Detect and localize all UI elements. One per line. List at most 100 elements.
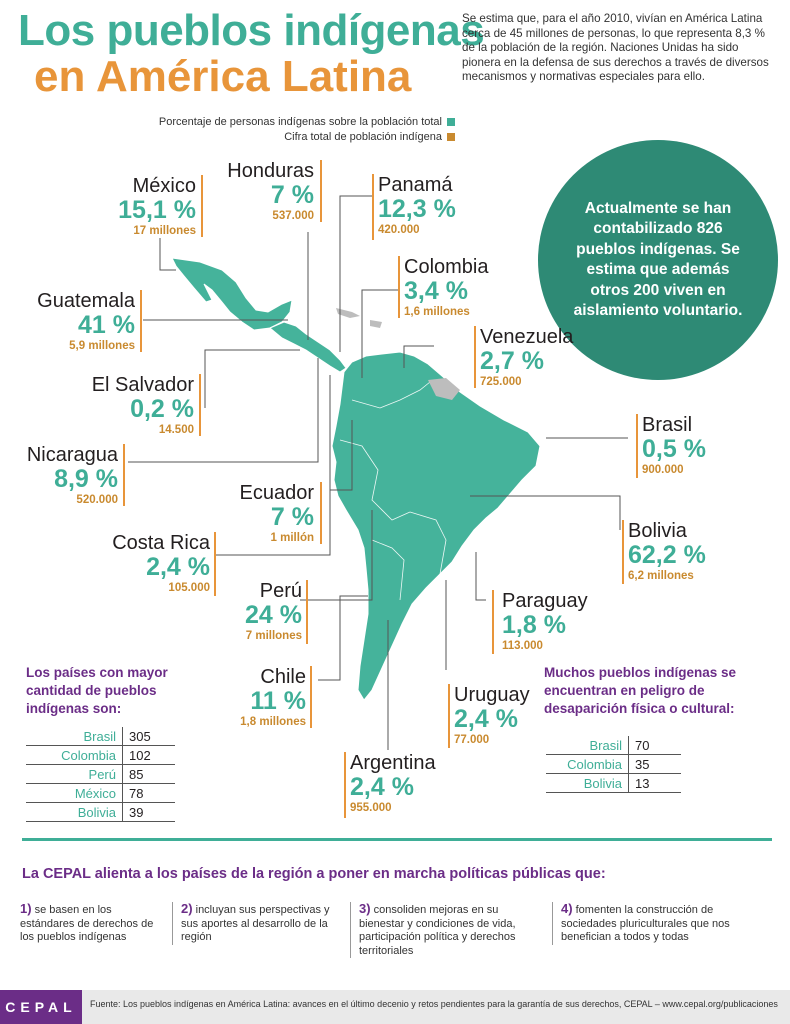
country-population: 1,8 millones	[240, 716, 306, 728]
policy-number: 2)	[181, 901, 193, 916]
table-cell-country: Colombia	[26, 745, 123, 765]
country-percent: 7 %	[270, 181, 314, 209]
legend-total-swatch	[447, 133, 455, 141]
country-brasil: Brasil 0,5 % 900.000	[642, 414, 706, 477]
country-percent: 2,7 %	[480, 347, 544, 375]
cepal-logo: CEPAL	[0, 990, 82, 1024]
country-name: Bolivia	[628, 520, 687, 542]
danger-table: Brasil 70 Colombia 35 Bolivia 13	[546, 736, 681, 793]
policy-item-1: 1) se basen en los estándares de derecho…	[20, 902, 162, 945]
country-population: 17 millones	[133, 225, 196, 237]
country-name: El Salvador	[91, 374, 194, 396]
map-mexico	[171, 257, 293, 331]
country-nicaragua: Nicaragua 8,9 % 520.000	[27, 444, 118, 507]
country-percent: 1,8 %	[502, 611, 566, 639]
country-panama: Panamá 12,3 % 420.000	[378, 174, 456, 237]
table-cell-value: 35	[628, 754, 681, 774]
country-percent: 2,4 %	[454, 705, 518, 733]
country-population: 520.000	[76, 494, 118, 506]
danger-title: Muchos pueblos indígenas se encuentran e…	[544, 665, 737, 716]
country-bolivia: Bolivia 62,2 % 6,2 millones	[628, 520, 706, 583]
legend-total: Cifra total de población indígena	[284, 131, 442, 143]
country-name: Panamá	[378, 174, 453, 196]
country-name: Perú	[259, 580, 302, 602]
country-uruguay: Uruguay 2,4 % 77.000	[454, 684, 530, 747]
accent-bar	[214, 532, 216, 596]
source-text: Fuente: Los pueblos indígenas en América…	[90, 999, 778, 1009]
country-population: 420.000	[378, 224, 420, 236]
country-population: 537.000	[272, 210, 314, 222]
country-name: Colombia	[404, 256, 489, 278]
policy-item-2: 2) incluyan sus perspectivas y sus aport…	[172, 902, 341, 945]
country-population: 77.000	[454, 734, 490, 746]
accent-bar	[140, 290, 142, 352]
table-cell-value: 85	[122, 764, 175, 784]
policy-item-4: 4) fomenten la construcción de sociedade…	[552, 902, 751, 945]
table-row: México 78	[26, 783, 175, 803]
table-cell-country: Brasil	[546, 736, 629, 755]
accent-bar	[636, 414, 638, 478]
table-row: Brasil 70	[546, 736, 681, 755]
map-central-america	[269, 321, 347, 373]
highlight-circle: Actualmente se han contabilizado 826 pue…	[538, 140, 778, 380]
country-guatemala: Guatemala 41 % 5,9 millones	[37, 290, 135, 353]
table-cell-country: Bolivia	[546, 773, 629, 793]
table-cell-country: Bolivia	[26, 802, 123, 822]
table-cell-value: 13	[628, 773, 681, 793]
footer	[0, 990, 790, 1024]
country-population: 5,9 millones	[69, 340, 135, 352]
table-row: Perú 85	[26, 764, 175, 784]
table-row: Bolivia 13	[546, 773, 681, 793]
country-percent: 0,5 %	[642, 435, 706, 463]
country-venezuela: Venezuela 2,7 % 725.000	[480, 326, 573, 389]
table-cell-value: 305	[122, 727, 175, 746]
accent-bar	[474, 326, 476, 388]
country-name: Uruguay	[454, 684, 530, 706]
country-population: 113.000	[502, 640, 543, 652]
country-population: 1,6 millones	[404, 306, 470, 318]
country-population: 14.500	[158, 424, 194, 436]
country-percent: 8,9 %	[54, 465, 118, 493]
country-paraguay: Paraguay 1,8 % 113.000	[502, 590, 588, 653]
country-population: 1 millón	[270, 532, 314, 544]
legend-percent-swatch	[447, 118, 455, 126]
country-percent: 15,1 %	[118, 196, 196, 224]
country-percent: 2,4 %	[350, 773, 414, 801]
country-name: Venezuela	[480, 326, 574, 348]
country-peru: Perú 24 % 7 millones	[245, 580, 302, 643]
country-name: Brasil	[642, 414, 693, 436]
policy-number: 4)	[561, 901, 573, 916]
country-percent: 11 %	[250, 687, 306, 715]
country-name: Guatemala	[37, 290, 135, 312]
highlight-text: Actualmente se han contabilizado 826 pue…	[573, 199, 743, 320]
country-colombia: Colombia 3,4 % 1,6 millones	[404, 256, 488, 319]
country-name: Costa Rica	[112, 532, 210, 554]
accent-bar	[320, 482, 322, 544]
country-percent: 41 %	[78, 311, 135, 339]
table-cell-country: Colombia	[546, 754, 629, 774]
country-el-salvador: El Salvador 0,2 % 14.500	[92, 374, 194, 437]
country-population: 725.000	[480, 376, 522, 388]
country-percent: 62,2 %	[628, 541, 706, 569]
country-name: Argentina	[350, 752, 436, 774]
table-row: Brasil 305	[26, 727, 175, 746]
country-percent: 7 %	[270, 503, 314, 531]
country-population: 7 millones	[245, 630, 302, 642]
table-row: Bolivia 39	[26, 802, 175, 822]
country-chile: Chile 11 % 1,8 millones	[240, 666, 306, 729]
table-row: Colombia 35	[546, 754, 681, 774]
legend-percent: Porcentaje de personas indígenas sobre l…	[158, 116, 442, 128]
table-cell-country: México	[26, 783, 123, 803]
country-population: 955.000	[350, 802, 392, 814]
most-peoples-title: Los países con mayor cantidad de pueblos…	[26, 665, 168, 716]
most-peoples-table: Brasil 305 Colombia 102 Perú 85 México 78 Bo…	[26, 727, 175, 822]
country-population: 900.000	[642, 464, 684, 476]
country-ecuador: Ecuador 7 % 1 millón	[240, 482, 315, 545]
country-population: 6,2 millones	[628, 570, 694, 582]
country-name: Honduras	[227, 160, 314, 182]
policy-number: 3)	[359, 901, 371, 916]
accent-bar	[310, 666, 312, 728]
table-cell-country: Perú	[26, 764, 123, 784]
policy-text: fomenten la construcción de sociedades p…	[561, 904, 730, 943]
policy-number: 1)	[20, 901, 32, 916]
